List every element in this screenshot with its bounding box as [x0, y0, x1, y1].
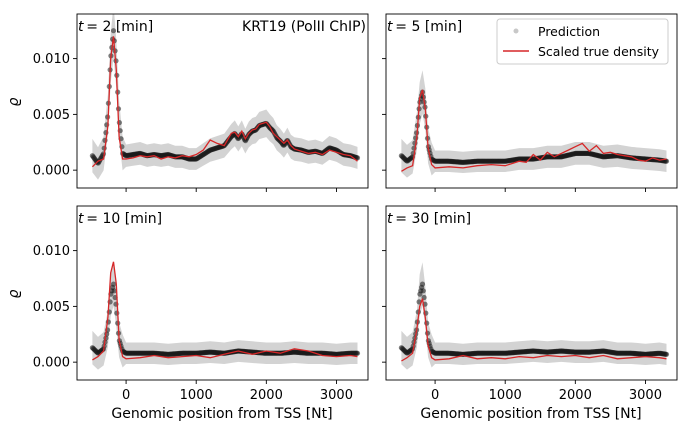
- true-density-line: [401, 298, 667, 362]
- legend: Prediction Scaled true density: [496, 18, 669, 65]
- prediction-point: [116, 120, 122, 126]
- prediction-point: [114, 310, 120, 316]
- y-tick-label: 0.000: [33, 356, 70, 371]
- panel-title: t = 2 [min]: [78, 19, 153, 35]
- y-axis-label-bottom: ϱ: [6, 289, 22, 298]
- panel-title: t = 10 [min]: [78, 211, 162, 227]
- axes-frame: [76, 205, 369, 381]
- prediction-point: [110, 281, 117, 287]
- true-density-line: [401, 89, 667, 172]
- axes-frame: [76, 13, 369, 189]
- x-tick-label: 0: [122, 388, 130, 403]
- x-tick-label: 0: [431, 388, 439, 403]
- prediction-point: [419, 281, 426, 287]
- panel-title: t = 5 [min]: [387, 19, 462, 35]
- y-tick-label: 0.010: [33, 244, 70, 259]
- prediction-point: [420, 288, 426, 294]
- prediction-point: [424, 320, 430, 326]
- legend-true-density-label: Scaled true density: [538, 44, 660, 59]
- axes-frame: [385, 205, 678, 381]
- panel-1: 0.000 0.005 0.010 t = 2 [min]: [33, 13, 369, 192]
- y-tick-label: 0.005: [33, 300, 70, 315]
- true-density-line: [91, 36, 358, 168]
- panel-4: 0 1000 2000 3000 t = 30 [min]: [382, 205, 678, 403]
- axes-frame: [385, 13, 678, 189]
- prediction-point: [663, 158, 670, 164]
- x-tick-label: 2000: [250, 388, 283, 403]
- y-tick-label: 0.010: [33, 52, 70, 67]
- prediction-series: [398, 89, 670, 165]
- panel-3: 0 1000 2000 3000 0.000 0.005 0.010 t = 10 [min]: [33, 205, 369, 403]
- y-tick-label: 0.005: [33, 108, 70, 123]
- legend-box: [496, 18, 669, 65]
- prediction-band: [92, 262, 358, 370]
- x-axis-label-left: Genomic position from TSS [Nt]: [111, 406, 332, 422]
- y-tick-label: 0.000: [33, 164, 70, 179]
- legend-prediction-label: Prediction: [538, 24, 600, 39]
- y-axis-label-top: ϱ: [6, 97, 22, 106]
- x-axis-label-right: Genomic position from TSS [Nt]: [420, 406, 641, 422]
- x-tick-label: 3000: [320, 388, 353, 403]
- prediction-series: [398, 281, 670, 357]
- x-tick-label: 2000: [559, 388, 592, 403]
- prediction-point: [663, 351, 670, 357]
- prediction-band: [92, 14, 358, 180]
- panel-2: t = 5 [min]: [382, 13, 678, 192]
- x-tick-label: 1000: [489, 388, 522, 403]
- gene-label: KRT19 (PolII ChIP): [242, 19, 366, 35]
- x-tick-label: 1000: [180, 388, 213, 403]
- true-density-line: [92, 261, 358, 361]
- prediction-point: [354, 155, 361, 161]
- panel-title: t = 30 [min]: [387, 211, 471, 227]
- legend-prediction-marker: [513, 28, 519, 34]
- prediction-point: [111, 288, 117, 294]
- x-tick-label: 3000: [629, 388, 662, 403]
- prediction-point: [110, 28, 117, 34]
- prediction-band: [401, 262, 667, 370]
- prediction-point: [354, 350, 361, 356]
